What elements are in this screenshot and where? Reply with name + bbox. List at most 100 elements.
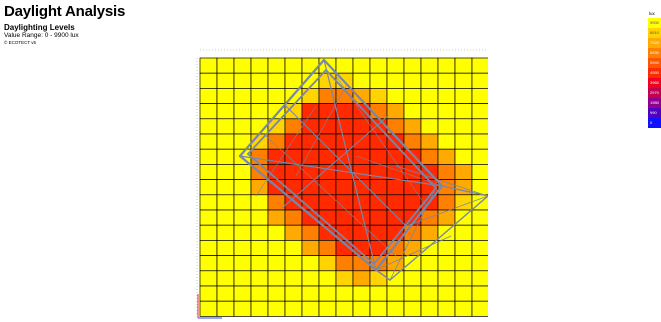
grid-cell [233, 300, 252, 317]
grid-cell [454, 224, 473, 241]
building-edge [322, 58, 444, 188]
grid-cell [420, 148, 439, 165]
grid-cell [454, 118, 473, 135]
grid-cell [352, 148, 371, 165]
grid-cell [420, 88, 439, 104]
grid-cell [199, 285, 218, 302]
building-edge [285, 105, 407, 227]
grid-cell [437, 72, 456, 89]
grid-cell [471, 164, 488, 180]
grid-cell [267, 270, 286, 287]
grid-cell [284, 72, 303, 89]
grid-cell [437, 148, 456, 165]
grid-cell [199, 209, 218, 226]
grid-cell [369, 194, 388, 211]
grid-cell [437, 118, 456, 135]
grid-cell [216, 118, 235, 135]
grid-cell [369, 300, 388, 317]
grid-cell [250, 300, 269, 317]
grid-cell [335, 57, 354, 74]
grid-cell [352, 224, 371, 241]
grid-cell [267, 285, 286, 302]
building-edge [335, 75, 427, 207]
grid-cell [335, 285, 354, 302]
grid-cell [403, 255, 422, 272]
grid-cell [318, 164, 337, 180]
grid-cell [199, 88, 218, 104]
grid-cell [318, 270, 337, 287]
legend-swatch: 9900 [648, 18, 661, 28]
grid-cell [267, 255, 286, 272]
grid-cell [233, 118, 252, 135]
report-subtitle: Daylighting Levels [4, 23, 75, 32]
grid-cell [284, 240, 303, 256]
grid-cell [369, 285, 388, 302]
grid-cell [199, 103, 218, 120]
grid-cell [369, 57, 388, 74]
grid-cell [437, 209, 456, 226]
grid-cell [420, 255, 439, 272]
grid-cell [335, 300, 354, 317]
grid-cell [386, 118, 405, 135]
building-edge [325, 69, 437, 189]
grid-cell [199, 194, 218, 211]
grid-cell [233, 270, 252, 287]
building-edge [247, 69, 327, 155]
grid-cell [233, 72, 252, 89]
grid-cell [216, 209, 235, 226]
grid-cell [318, 194, 337, 211]
grid-cell [420, 72, 439, 89]
grid-cell [335, 179, 354, 196]
grid-cell [301, 240, 320, 256]
grid-cell [369, 133, 388, 150]
building-edge [238, 58, 326, 158]
grid-cell [199, 57, 218, 74]
legend-swatch: 7920 [648, 38, 661, 48]
grid-cell [471, 255, 488, 272]
building-edge [389, 195, 488, 281]
grid-cell [301, 179, 320, 196]
grid-cell [284, 57, 303, 74]
grid-cell [284, 300, 303, 317]
grid-cell [199, 133, 218, 150]
grid-cell [250, 148, 269, 165]
grid-cell [250, 88, 269, 104]
grid-cell [284, 148, 303, 165]
building-edge [395, 165, 488, 197]
grid-cell [403, 103, 422, 120]
grid-cell [471, 88, 488, 104]
grid-cell [369, 88, 388, 104]
grid-cell [403, 88, 422, 104]
grid-cell [437, 270, 456, 287]
grid-cell [420, 118, 439, 135]
grid-cell [199, 300, 218, 317]
grid-cell [369, 240, 388, 256]
grid-cell [386, 270, 405, 287]
grid-cell [216, 57, 235, 74]
daylight-grid-plot [196, 46, 488, 322]
grid-cell [403, 164, 422, 180]
grid-cell [454, 300, 473, 317]
grid-cell [233, 194, 252, 211]
grid-canvas [196, 49, 488, 319]
grid-cell [233, 179, 252, 196]
grid-cell [216, 103, 235, 120]
grid-cell [471, 72, 488, 89]
grid-cell [403, 194, 422, 211]
lux-legend: lux 9900 8910 7920 6930 5940 4950 3960 2970 1980… [648, 9, 661, 128]
grid-cell [318, 103, 337, 120]
grid-cell [267, 240, 286, 256]
grid-cell [233, 285, 252, 302]
grid-cell [284, 270, 303, 287]
grid-cell [471, 209, 488, 226]
grid-cell [454, 285, 473, 302]
grid-cell [335, 148, 354, 165]
grid-cell [403, 118, 422, 135]
grid-cell [301, 270, 320, 287]
building-edge [238, 154, 378, 272]
grid-cell [301, 118, 320, 135]
grid-cell [250, 285, 269, 302]
grid-cell [233, 103, 252, 120]
grid-cell [199, 164, 218, 180]
building-edge [295, 85, 347, 177]
